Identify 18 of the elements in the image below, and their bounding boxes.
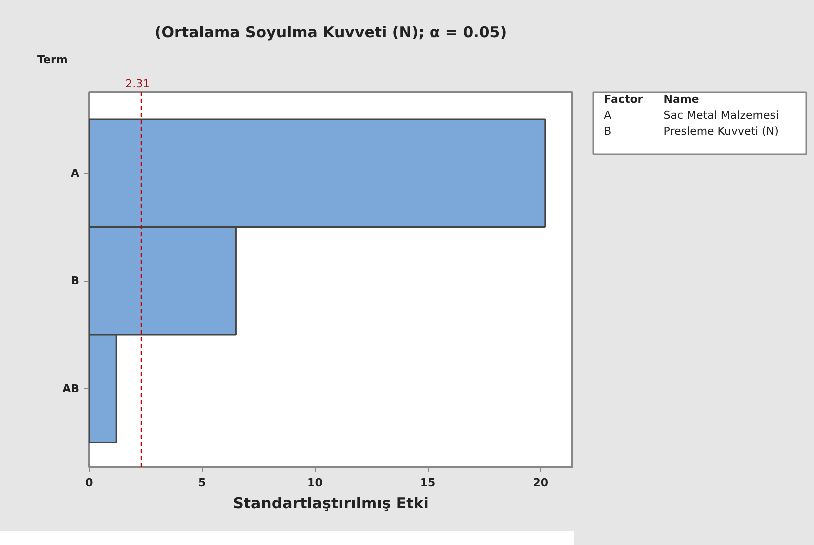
text: Sac Metal Malzemesi [664,109,780,122]
text: A [604,109,612,122]
x-axis-title: Standartlaştırılmış Etki [233,494,429,512]
text: Name [664,93,700,106]
chart-title: (Ortalama Soyulma Kuvveti (N); α = 0.05) [154,24,508,42]
x-tick-label: 10 [308,476,324,490]
text: B [604,124,612,138]
x-tick-label: 5 [198,476,206,490]
y-tick-label: A [70,166,80,180]
text: Factor [604,93,644,106]
ref-line-label: 2.31 [126,78,150,90]
y-tick-label: B [71,274,80,288]
x-tick-label: 15 [420,476,436,490]
x-tick-label: 0 [86,476,94,490]
x-tick-label: 20 [533,476,549,490]
y-tick-label: AB [62,382,80,396]
y-axis-title: Term [38,54,68,66]
text: Presleme Kuvveti (N) [664,124,779,138]
